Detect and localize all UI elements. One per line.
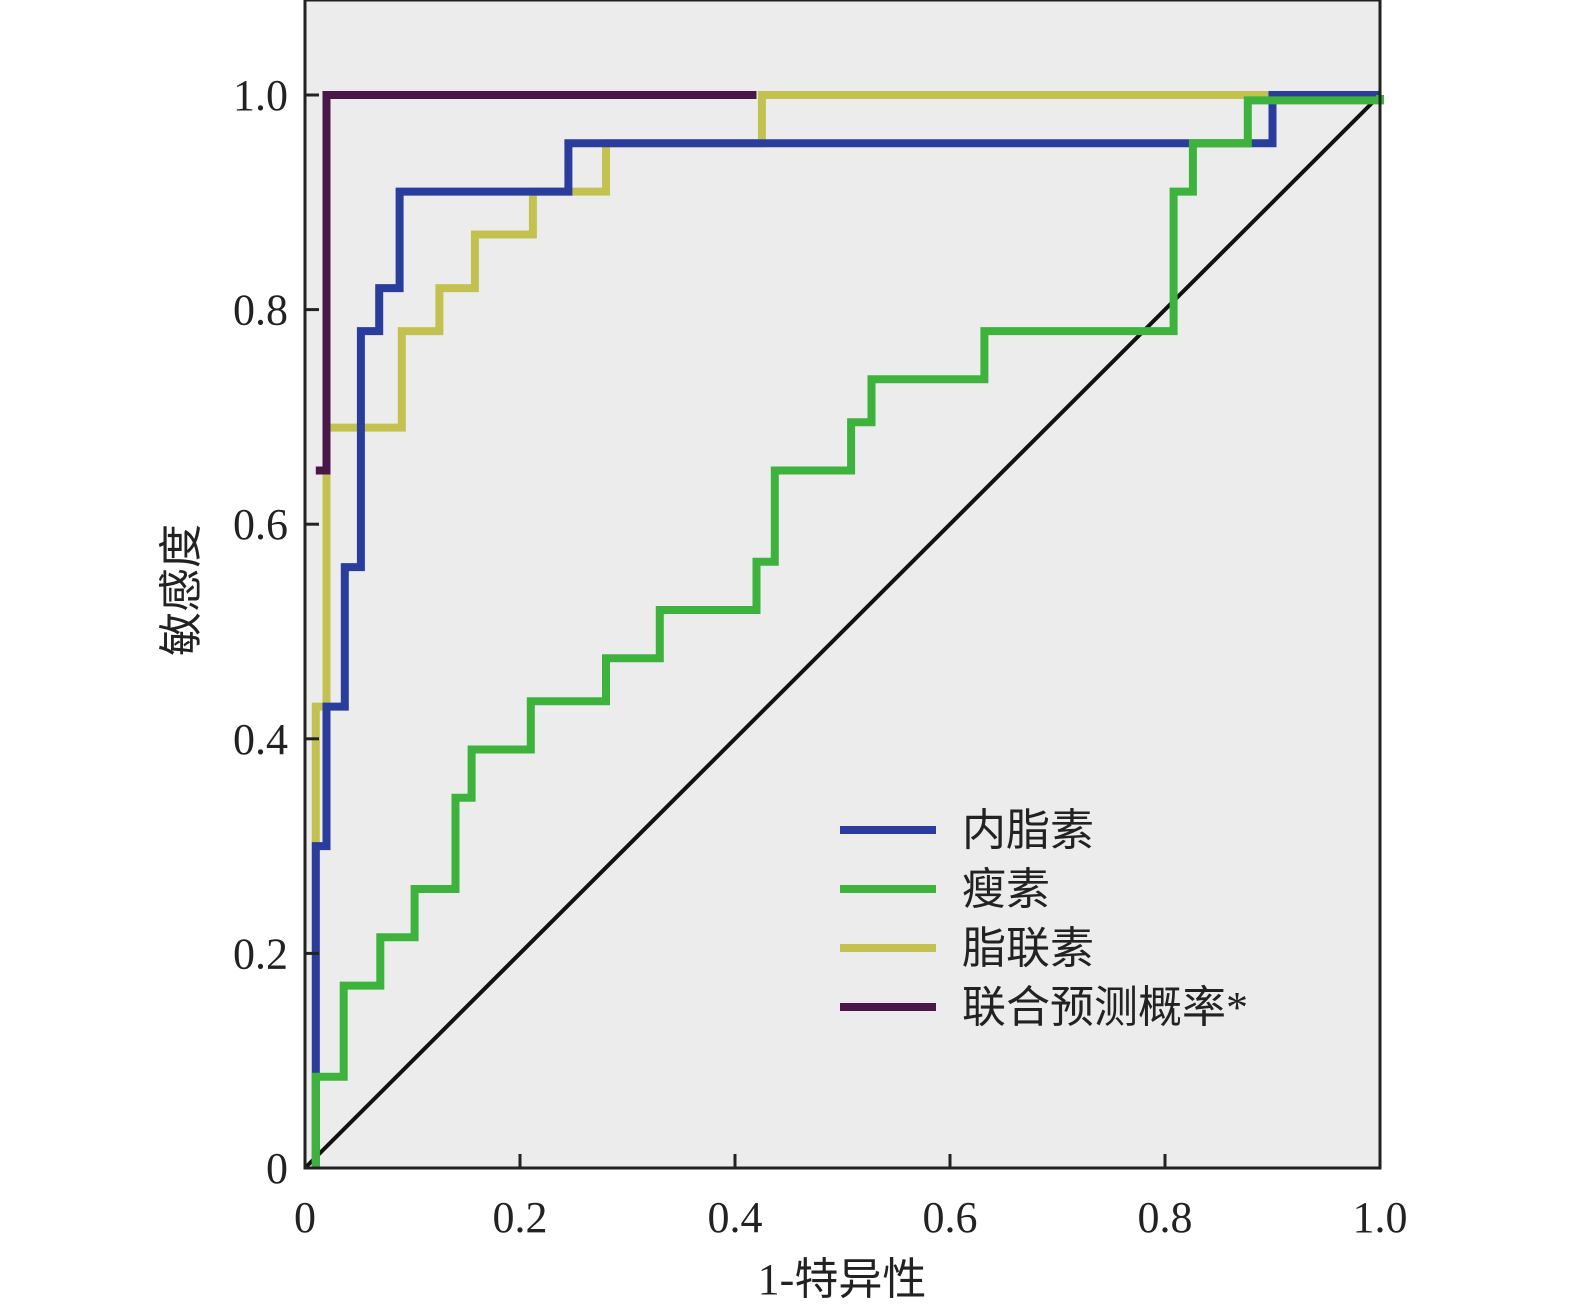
plot-frame (303, 0, 1382, 1170)
series-line-3 (315, 91, 757, 475)
series-group (311, 91, 1384, 1168)
x-tick-label: 0.4 (708, 1193, 763, 1242)
y-axis-label: 敏感度 (157, 524, 206, 656)
y-tick-label: 0.6 (233, 500, 288, 549)
y-tick-label: 1.0 (233, 71, 288, 120)
x-axis: 0 0.2 0.4 0.6 0.8 1.0 (294, 1154, 1408, 1242)
y-tick-label: 0.8 (233, 286, 288, 335)
x-tick-label: 0 (294, 1193, 316, 1242)
series-line-1 (311, 91, 1380, 1168)
legend-label: 脂联素 (962, 924, 1094, 973)
reference-diagonal (303, 93, 1382, 1170)
y-tick-label: 0.2 (233, 929, 288, 978)
y-axis: 0 0.2 0.4 0.6 0.8 1.0 (233, 71, 319, 1193)
y-tick-label: 0 (266, 1144, 288, 1193)
x-tick-label: 1.0 (1353, 1193, 1408, 1242)
reference-line (303, 93, 1382, 1170)
legend-label: 瘦素 (962, 865, 1050, 914)
legend-label: 内脂素 (962, 806, 1094, 855)
x-tick-label: 0.6 (923, 1193, 978, 1242)
legend-label: 联合预测概率* (962, 983, 1248, 1032)
series-line-2 (311, 95, 1384, 1168)
x-tick-label: 0.8 (1138, 1193, 1193, 1242)
x-axis-label: 1-特异性 (758, 1255, 927, 1304)
y-tick-label: 0.4 (233, 715, 288, 764)
x-tick-label: 0.2 (493, 1193, 548, 1242)
